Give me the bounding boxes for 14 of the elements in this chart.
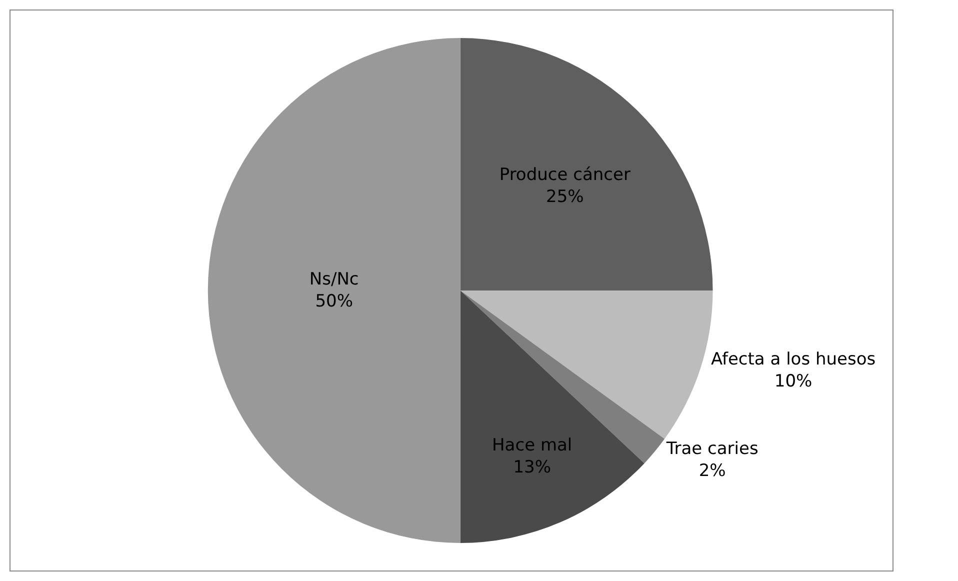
pie-slice <box>460 290 644 543</box>
data-label: 13% <box>513 457 551 478</box>
pie-slice <box>208 38 460 543</box>
slice-label: Produce cáncer <box>499 164 630 185</box>
slice-label: Ns/Nc <box>309 269 359 290</box>
data-label: 10% <box>774 372 812 392</box>
data-label: 50% <box>315 292 354 312</box>
slice-label: Hace mal <box>492 435 572 456</box>
slice-label: Trae caries <box>665 438 758 459</box>
slice-label: Afecta a los huesos <box>710 349 876 370</box>
data-label: 25% <box>546 186 584 207</box>
data-label: 2% <box>698 461 726 482</box>
pie-slice <box>460 290 713 439</box>
pie-slice <box>460 38 713 290</box>
